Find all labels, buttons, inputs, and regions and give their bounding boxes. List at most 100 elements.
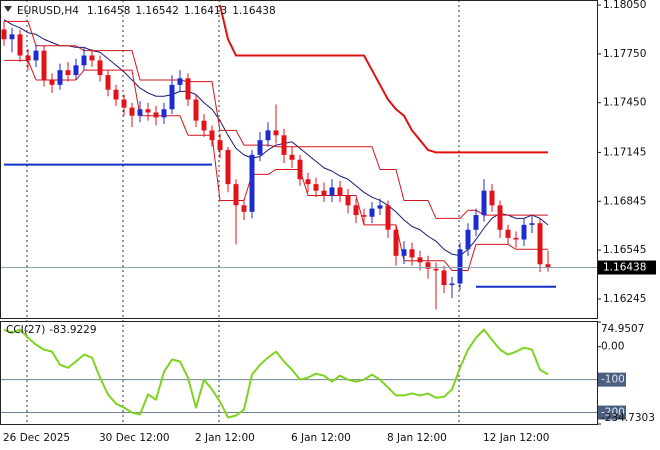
candle-body <box>393 229 399 256</box>
candle-body <box>65 70 71 76</box>
candle-body <box>241 205 247 212</box>
candle-body <box>225 149 231 185</box>
overlay-line <box>219 4 548 154</box>
candle-body <box>305 179 311 185</box>
candle-body <box>369 208 375 217</box>
y-tick-label: 0.00 <box>601 341 624 353</box>
candle-body <box>465 229 471 250</box>
candle-body <box>137 109 143 116</box>
last-price-box <box>598 260 656 275</box>
cci-header: CCI(27) -83.9229 <box>6 324 97 336</box>
candle-body <box>265 130 271 141</box>
candle-body <box>281 135 287 155</box>
candle-body <box>17 34 23 56</box>
candle-body <box>409 249 415 258</box>
overlay-line <box>4 59 548 271</box>
candle-body <box>249 154 255 212</box>
candle-body <box>9 34 15 40</box>
header-high: 1.16542 <box>135 5 178 17</box>
candle-body <box>385 205 391 230</box>
candle-body <box>105 75 111 90</box>
candle-body <box>121 99 127 108</box>
collapse-icon <box>4 6 12 12</box>
level-label-box <box>598 405 626 420</box>
candle-body <box>361 215 367 217</box>
y-tick-label: 1.16545 <box>603 244 646 256</box>
candle-body <box>529 223 535 225</box>
y-tick-label: 1.18050 <box>603 0 646 11</box>
candle-body <box>505 229 511 238</box>
header-open: 1.16458 <box>87 5 130 17</box>
candle-body <box>185 78 191 100</box>
candle-body <box>457 249 463 284</box>
candle-body <box>353 205 359 216</box>
candle-body <box>177 78 183 85</box>
candle-body <box>497 205 503 230</box>
x-tick-label: 2 Jan 12:00 <box>195 432 255 444</box>
x-tick-label: 8 Jan 12:00 <box>387 432 447 444</box>
candle-body <box>329 187 335 196</box>
y-tick-label: 1.16845 <box>603 195 646 207</box>
y-tick-label: 1.17750 <box>603 48 646 60</box>
candle-body <box>257 140 263 155</box>
candle-body <box>521 224 527 240</box>
candle-body <box>289 154 295 160</box>
x-tick-label: 12 Jan 12:00 <box>483 432 549 444</box>
candle-body <box>433 268 439 271</box>
candle-body <box>417 257 423 263</box>
overlay-line <box>3 19 549 257</box>
candle-body <box>449 283 455 286</box>
candle-body <box>169 84 175 110</box>
candle-body <box>377 205 383 209</box>
candle-body <box>345 195 351 206</box>
candle-body <box>153 112 159 118</box>
candle-body <box>537 223 543 265</box>
x-tick-label: 26 Dec 2025 <box>3 432 70 444</box>
candle-body <box>233 184 239 206</box>
candle-body <box>129 107 135 116</box>
candle-body <box>273 130 279 136</box>
candle-body <box>161 109 167 118</box>
candle-body <box>113 89 119 100</box>
candle-body <box>441 270 447 286</box>
candle-body <box>481 190 487 216</box>
candle-body <box>81 55 87 66</box>
header-close: 1.16438 <box>232 5 275 17</box>
candle-body <box>297 159 303 180</box>
symbol: EURUSD,H4 <box>17 5 79 17</box>
candle-body <box>145 109 151 113</box>
candle-body <box>489 190 495 206</box>
candle-body <box>425 262 431 269</box>
candle-body <box>201 120 207 131</box>
candle-body <box>1 29 7 40</box>
overlay-line <box>4 20 548 219</box>
candle-body <box>473 215 479 230</box>
candle-body <box>401 249 407 256</box>
level-label-box <box>598 372 626 387</box>
candle-body <box>513 237 519 240</box>
candle-body <box>33 50 39 61</box>
cci-title: CCI(27) <box>6 324 45 336</box>
y-tick-label: -100 <box>601 374 625 386</box>
y-tick-label: 1.17145 <box>603 146 646 158</box>
candle-body <box>57 70 63 85</box>
cci-line <box>3 328 549 419</box>
cci-last-value: -83.9229 <box>49 324 96 336</box>
candle-body <box>545 264 551 268</box>
candle-body <box>321 190 327 196</box>
header-low: 1.16413 <box>184 5 227 17</box>
candle-body <box>41 50 47 80</box>
y-tick-label: 74.9507 <box>601 323 644 335</box>
y-tick-label: 1.16245 <box>603 293 646 305</box>
x-tick-label: 30 Dec 12:00 <box>99 432 170 444</box>
main-frame <box>0 0 598 319</box>
y-tick-label: -234.7303 <box>601 412 655 424</box>
candle-body <box>337 187 343 196</box>
candle-body <box>25 55 31 61</box>
candle-body <box>217 140 223 150</box>
candle-body <box>193 99 199 121</box>
